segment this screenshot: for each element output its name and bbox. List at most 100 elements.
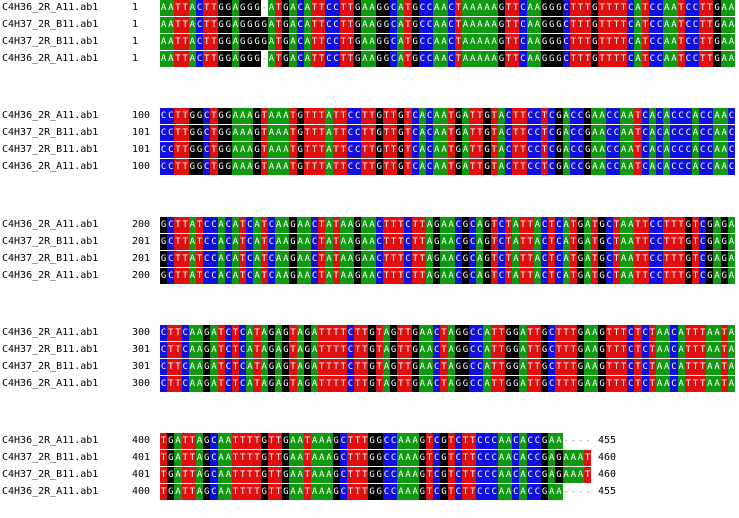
base: A [318, 484, 326, 500]
base: C [655, 108, 664, 124]
base: A [275, 325, 283, 341]
base: G [706, 251, 714, 267]
base: G [260, 467, 268, 483]
base: A [706, 325, 714, 341]
base: T [188, 467, 196, 483]
base: - [584, 484, 592, 500]
base: C [404, 217, 412, 233]
base: A [195, 325, 204, 341]
base: C [224, 268, 232, 284]
base: A [296, 217, 304, 233]
base: C [433, 342, 441, 358]
base: A [706, 342, 714, 358]
base: T [641, 17, 649, 33]
base: T [634, 217, 642, 233]
base: C [296, 0, 304, 16]
base: G [375, 17, 383, 33]
base: T [346, 467, 355, 483]
base: G [203, 376, 211, 392]
base: G [713, 34, 721, 50]
base: T [181, 450, 189, 466]
base: C [332, 34, 340, 50]
base: A [727, 51, 735, 67]
base: T [318, 108, 326, 124]
base: A [497, 467, 505, 483]
base: G [397, 125, 405, 141]
sequence-row: C4H37_2R_B11.ab1 101 C C T T G G C T G G A A A G T A A A T G T… [0, 125, 739, 141]
base: G [497, 17, 505, 33]
base: C [526, 108, 534, 124]
base: C [346, 376, 355, 392]
base: T [591, 268, 599, 284]
sequence-row: C4H37_2R_B11.ab1 301 C T T C A A G A T C T C A T A G A G T A G… [0, 359, 739, 375]
base: C [648, 51, 656, 67]
base: C [433, 325, 441, 341]
base: A [275, 342, 283, 358]
base: C [576, 159, 585, 175]
base: - [576, 433, 585, 449]
base: C [670, 359, 678, 375]
base: G [418, 467, 426, 483]
base: A [519, 325, 527, 341]
base: C [512, 467, 520, 483]
base: C [447, 0, 455, 16]
base: C [346, 125, 355, 141]
base: C [684, 108, 692, 124]
base: T [440, 342, 448, 358]
base: G [375, 484, 383, 500]
base: T [533, 342, 541, 358]
base: T [210, 17, 218, 33]
base: T [181, 251, 189, 267]
base: G [239, 0, 247, 16]
base: A [584, 342, 592, 358]
base: G [246, 17, 254, 33]
base: G [282, 17, 290, 33]
base: T [634, 251, 642, 267]
base: T [691, 217, 700, 233]
base: A [275, 359, 283, 375]
base: T [361, 359, 369, 375]
base: C [382, 484, 390, 500]
base: T [174, 51, 182, 67]
base: A [346, 217, 355, 233]
base: T [390, 142, 398, 158]
base: T [519, 234, 527, 250]
start-position: 201 [132, 236, 151, 247]
base: T [490, 342, 498, 358]
base: G [303, 359, 311, 375]
base: G [260, 34, 268, 50]
base: C [548, 325, 556, 341]
base: T [260, 234, 268, 250]
base: A [346, 268, 355, 284]
base: C [655, 34, 664, 50]
base: C [526, 450, 534, 466]
base: A [231, 142, 240, 158]
base: T [505, 34, 513, 50]
base: A [368, 0, 376, 16]
base: C [699, 234, 707, 250]
base: T [691, 234, 700, 250]
base: T [339, 0, 347, 16]
base: G [354, 251, 362, 267]
base: A [361, 0, 369, 16]
base: G [368, 376, 376, 392]
base: T [526, 268, 534, 284]
base: G [296, 125, 304, 141]
base: A [425, 325, 434, 341]
base: C [160, 142, 168, 158]
base: T [699, 342, 707, 358]
base: A [584, 376, 592, 392]
base: C [627, 325, 635, 341]
base: T [691, 342, 700, 358]
base: A [224, 467, 232, 483]
base: T [641, 217, 649, 233]
base: A [397, 467, 405, 483]
base: A [296, 450, 304, 466]
base: A [476, 251, 484, 267]
base: A [490, 0, 498, 16]
base: T [505, 251, 513, 267]
base: T [339, 359, 347, 375]
base: A [433, 125, 441, 141]
base: T [691, 376, 700, 392]
